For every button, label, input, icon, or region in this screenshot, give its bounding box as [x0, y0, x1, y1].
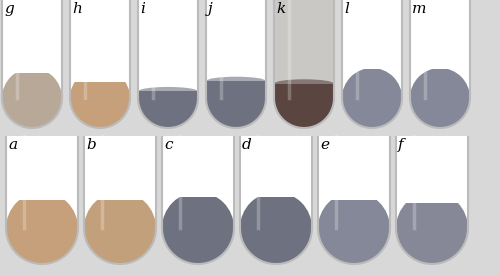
Text: d: d — [242, 138, 252, 152]
Text: a: a — [8, 138, 17, 152]
Ellipse shape — [2, 68, 62, 128]
Bar — [318, 136, 390, 228]
Bar — [240, 136, 312, 228]
Ellipse shape — [138, 87, 198, 96]
Ellipse shape — [240, 192, 312, 264]
Ellipse shape — [70, 68, 130, 128]
Ellipse shape — [138, 68, 198, 128]
Bar — [239, 191, 313, 197]
Text: g: g — [4, 2, 14, 16]
Ellipse shape — [162, 192, 234, 264]
Bar — [274, 0, 334, 98]
Ellipse shape — [396, 192, 468, 264]
Bar — [83, 191, 157, 200]
Ellipse shape — [6, 192, 78, 264]
Bar — [342, 0, 402, 98]
Ellipse shape — [274, 68, 334, 128]
Ellipse shape — [274, 79, 334, 88]
Bar — [396, 136, 468, 228]
Ellipse shape — [70, 68, 130, 128]
Bar — [1, 67, 63, 73]
Bar — [138, 91, 198, 98]
Bar — [70, 0, 130, 98]
Ellipse shape — [84, 192, 156, 264]
Bar — [206, 0, 266, 98]
Bar — [206, 0, 266, 81]
Ellipse shape — [84, 192, 156, 264]
Text: j: j — [208, 2, 213, 16]
Ellipse shape — [410, 68, 470, 128]
Bar — [341, 67, 403, 69]
Ellipse shape — [342, 68, 402, 128]
Bar — [6, 136, 78, 228]
Bar — [161, 191, 235, 197]
Text: k: k — [276, 2, 285, 16]
Ellipse shape — [410, 68, 470, 128]
Ellipse shape — [138, 68, 198, 128]
Ellipse shape — [318, 192, 390, 264]
Bar — [206, 81, 266, 98]
Ellipse shape — [2, 68, 62, 128]
Ellipse shape — [206, 68, 266, 128]
Ellipse shape — [206, 77, 266, 86]
Ellipse shape — [6, 192, 78, 264]
Text: m: m — [412, 2, 426, 16]
Ellipse shape — [206, 68, 266, 128]
Ellipse shape — [240, 192, 312, 264]
Text: i: i — [140, 2, 145, 16]
Text: f: f — [398, 138, 404, 152]
Bar — [5, 191, 79, 200]
Bar — [274, 0, 334, 84]
Ellipse shape — [342, 68, 402, 128]
Text: c: c — [164, 138, 172, 152]
Bar — [409, 67, 471, 69]
Bar — [162, 136, 234, 228]
Ellipse shape — [162, 192, 234, 264]
Bar — [395, 191, 469, 203]
Text: h: h — [72, 2, 82, 16]
Ellipse shape — [318, 192, 390, 264]
Bar — [138, 0, 198, 91]
Bar — [274, 84, 334, 98]
Text: e: e — [320, 138, 329, 152]
Bar — [138, 0, 198, 98]
Ellipse shape — [396, 192, 468, 264]
Bar — [69, 67, 131, 82]
Bar — [317, 191, 391, 200]
Text: l: l — [344, 2, 349, 16]
Bar — [84, 136, 156, 228]
Bar — [410, 0, 470, 98]
Ellipse shape — [274, 68, 334, 128]
Bar — [2, 0, 62, 98]
Text: b: b — [86, 138, 96, 152]
